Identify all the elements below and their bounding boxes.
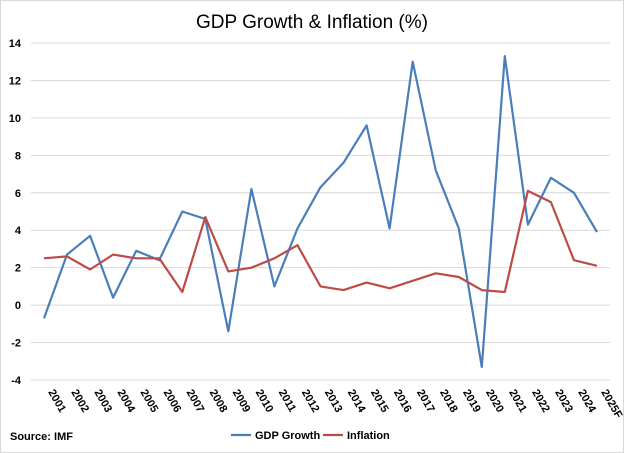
x-tick-label: 2020: [483, 388, 506, 415]
x-tick-label: 2013: [322, 388, 345, 415]
x-tick-label: 2024: [575, 388, 598, 416]
x-tick-label: 2001: [45, 388, 68, 415]
series-line-inflation: [43, 189, 598, 294]
x-tick-label: 2017: [414, 388, 437, 415]
x-tick-label: 2014: [345, 388, 368, 416]
x-tick-label: 2009: [230, 388, 253, 415]
y-tick-label: -4: [11, 375, 22, 387]
x-tick-label: 2006: [161, 388, 184, 415]
legend-label: Inflation: [347, 430, 390, 442]
x-tick-label: 2025F: [598, 388, 624, 421]
x-tick-label: 2008: [207, 388, 230, 415]
y-tick-label: 10: [9, 113, 21, 125]
x-tick-label: 2010: [253, 388, 276, 415]
x-tick-label: 2004: [115, 388, 138, 416]
legend-label: GDP Growth: [255, 430, 320, 442]
x-tick-label: 2002: [68, 388, 91, 415]
x-tick-label: 2005: [138, 388, 161, 415]
x-tick-label: 2012: [299, 388, 322, 415]
x-tick-label: 2007: [184, 388, 207, 415]
x-tick-label: 2019: [460, 388, 483, 415]
y-tick-label: 4: [15, 225, 22, 237]
x-tick-label: 2015: [368, 388, 391, 415]
y-tick-label: 2: [15, 263, 21, 275]
series-line-gdp-growth: [42, 54, 598, 368]
x-tick-label: 2022: [529, 388, 552, 415]
x-tick-label: 2016: [391, 388, 414, 415]
y-tick-label: -2: [11, 338, 21, 350]
x-tick-label: 2023: [552, 388, 575, 415]
chart-title: GDP Growth & Inflation (%): [196, 12, 428, 33]
x-tick-label: 2018: [437, 388, 460, 415]
x-tick-label: 2011: [276, 388, 298, 415]
x-tick-label: 2021: [506, 388, 529, 415]
y-tick-label: 6: [15, 188, 21, 200]
y-tick-label: 12: [9, 75, 21, 87]
y-tick-label: 8: [15, 150, 21, 162]
y-tick-label: 0: [15, 300, 21, 312]
y-tick-label: 14: [9, 38, 22, 50]
x-tick-label: 2003: [91, 388, 114, 415]
source-note: Source: IMF: [10, 431, 73, 443]
